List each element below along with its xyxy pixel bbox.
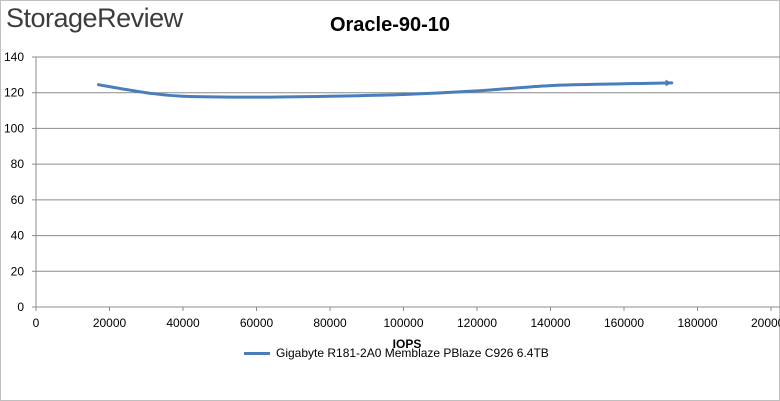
x-tick-100000: 100000 (383, 316, 423, 330)
x-tick-120000: 120000 (457, 316, 497, 330)
x-tick-60000: 60000 (240, 316, 274, 330)
brand-logo: StorageReview (6, 3, 183, 33)
x-axis-label: IOPS (393, 337, 422, 351)
x-tick-80000: 80000 (313, 316, 347, 330)
y-tick-20: 20 (11, 264, 25, 278)
grid-lines (36, 56, 780, 272)
legend-label: Gigabyte R181-2A0 Memblaze PBlaze C926 6… (276, 346, 549, 360)
legend-swatch (244, 351, 270, 355)
x-tick-40000: 40000 (166, 316, 200, 330)
x-tick-160000: 160000 (604, 316, 644, 330)
legend: Gigabyte R181-2A0 Memblaze PBlaze C926 6… (244, 346, 549, 360)
y-tick-140: 140 (4, 50, 24, 64)
x-tick-180000: 180000 (677, 316, 717, 330)
axes (32, 56, 780, 311)
x-tick-140000: 140000 (530, 316, 570, 330)
chart-title: Oracle-90-10 (329, 14, 451, 36)
x-tick-20000: 20000 (93, 316, 127, 330)
y-tick-0: 0 (17, 300, 24, 314)
y-tick-100: 100 (4, 121, 24, 135)
x-tick-0: 0 (33, 316, 40, 330)
y-tick-80: 80 (11, 157, 25, 171)
series-lines (96, 79, 674, 99)
x-tick-200000: 200000 (751, 316, 780, 330)
y-tick-120: 120 (4, 86, 24, 100)
y-tick-labels: 0 20 40 60 80 100 120 140 (4, 50, 24, 314)
series-end-marker-0 (665, 79, 672, 87)
x-tick-labels: 0 20000 40000 60000 80000 100000 120000 140000 1… (33, 316, 780, 330)
y-tick-60: 60 (11, 193, 25, 207)
y-tick-40: 40 (11, 229, 25, 243)
series-line-0 (96, 81, 674, 99)
